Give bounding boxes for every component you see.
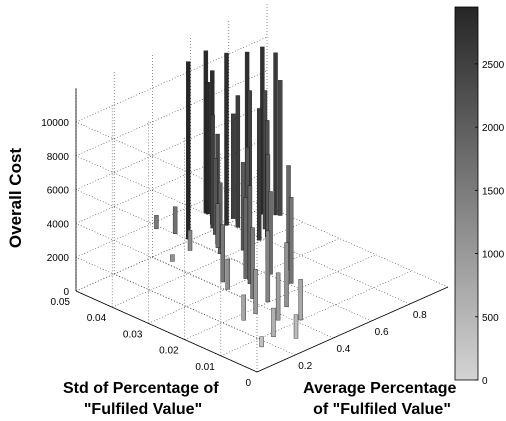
bar [205, 81, 210, 215]
left-wall-gridline-horizontal [75, 121, 258, 204]
floor-gridline-y [148, 238, 340, 324]
bar [265, 230, 271, 303]
back-wall-gridline-horizontal [75, 205, 268, 292]
left-wall-gridline-horizontal [75, 223, 258, 305]
bar [298, 279, 303, 321]
bar [187, 230, 193, 251]
x-axis-label-line2: of "Fulfiled Value" [313, 401, 451, 418]
y-axis-line [75, 290, 258, 373]
axes [75, 88, 449, 373]
bar [186, 61, 191, 240]
bar [243, 197, 248, 279]
x-axis-line [256, 286, 449, 373]
y-tick-label: 0 [245, 378, 251, 389]
floor-gridline-y [112, 221, 304, 308]
bar [259, 336, 264, 348]
bar [278, 80, 283, 216]
bar [271, 307, 276, 338]
left-wall-gridline-horizontal [75, 189, 258, 271]
bar [273, 52, 278, 216]
back-wall-gridline-horizontal [75, 36, 268, 123]
z-tick-label: 0 [63, 287, 69, 298]
colorbar-tick-label: 0 [482, 376, 488, 387]
z-tick-label: 4000 [47, 219, 70, 230]
bar [225, 258, 230, 290]
y-tick-label: 0.05 [51, 297, 71, 308]
y-tick-label: 0.01 [195, 362, 215, 373]
x-tick-label: 0.4 [336, 344, 350, 355]
y-axis-label-line2: "Fulfiled Value" [84, 401, 202, 418]
left-wall-gridline-horizontal [75, 155, 258, 238]
bar [154, 215, 159, 230]
bar [275, 272, 281, 321]
bar [235, 95, 241, 228]
colorbar-tick-label: 1000 [482, 250, 505, 261]
floor-gridline-x [266, 205, 449, 288]
z-tick-label: 6000 [47, 186, 70, 197]
bar [250, 227, 255, 299]
tick-labels: 0.20.40.60.8100.010.020.030.040.05020004… [41, 118, 461, 389]
x-tick-label: 0.2 [298, 361, 312, 372]
floor-gridline-y [184, 254, 376, 340]
bar [215, 203, 221, 248]
bar [172, 206, 178, 234]
colorbar-tick-label: 2500 [482, 60, 505, 71]
y-axis-label: Std of Percentage of "Fulfiled Value" [63, 380, 223, 418]
bar [256, 108, 262, 241]
colorbar-gradient [454, 6, 479, 381]
colorbar-tick-label: 2000 [482, 123, 505, 134]
colorbar-ticks: 0 500 1000 1500 2000 2500 [475, 60, 505, 387]
bar [213, 158, 218, 235]
y-axis-label-line1: Std of Percentage of [63, 380, 219, 397]
left-wall-gridline-horizontal [75, 256, 258, 339]
bar [231, 113, 236, 219]
z-tick-label: 10000 [41, 118, 69, 129]
bar [220, 224, 226, 283]
y-tick-label: 0.02 [159, 346, 179, 357]
x-tick-label: 0.8 [413, 310, 427, 321]
x-axis-label-line1: Average Percentage [303, 380, 456, 397]
colorbar-tick-label: 500 [482, 313, 499, 324]
bars [154, 46, 303, 348]
floor-gridline-y [220, 270, 412, 357]
floor-gridline-x [190, 239, 372, 322]
bar [224, 52, 229, 226]
back-wall-gridline-horizontal [75, 70, 268, 157]
x-tick-label: 0.6 [375, 327, 389, 338]
bar [293, 314, 299, 339]
colorbar-tick-label: 1500 [482, 186, 505, 197]
bar [253, 269, 258, 314]
z-tick-label: 2000 [47, 253, 70, 264]
bar [241, 294, 246, 321]
y-tick-label: 0.03 [123, 329, 143, 340]
bar [288, 197, 294, 284]
z-axis-label: Overall Cost [6, 148, 25, 248]
x-axis-label: Average Percentage of "Fulfiled Value" [303, 380, 461, 418]
bar [170, 254, 175, 262]
bar [284, 242, 289, 308]
z-tick-label: 8000 [47, 152, 70, 163]
colorbar: 0 500 1000 1500 2000 2500 [454, 6, 505, 387]
y-tick-label: 0.04 [87, 313, 107, 324]
